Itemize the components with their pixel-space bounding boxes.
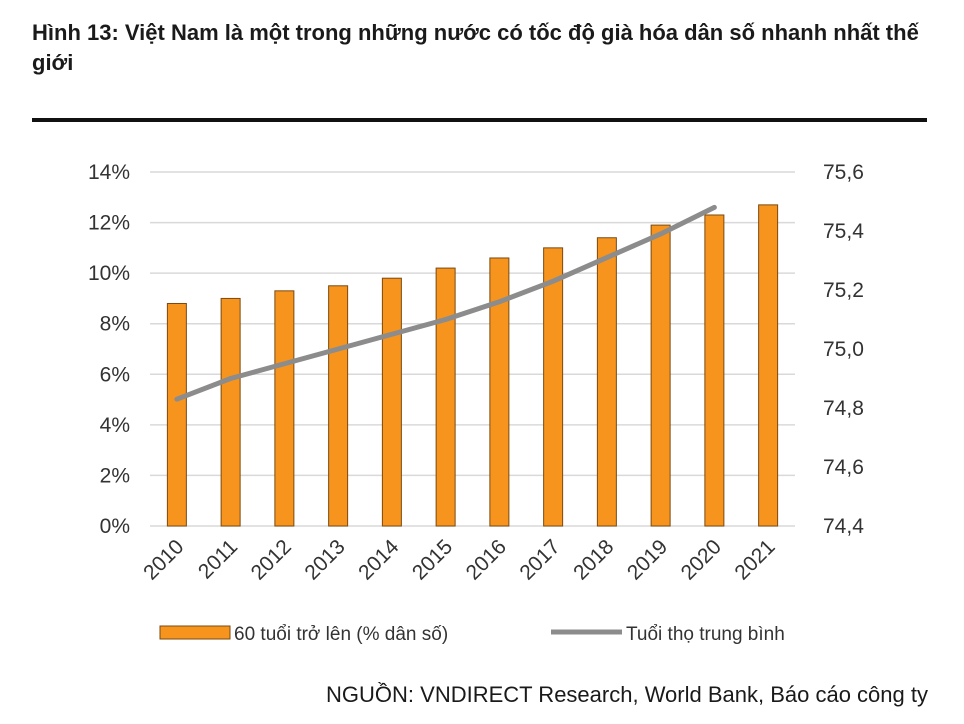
x-tick-label: 2014 — [354, 535, 404, 585]
y-right-tick-label: 75,2 — [823, 279, 864, 302]
legend-bar-label: 60 tuổi trở lên (% dân số) — [234, 624, 448, 645]
y-left-tick-label: 4% — [100, 414, 130, 437]
y-left-tick-label: 6% — [100, 363, 130, 386]
x-tick-label: 2015 — [408, 535, 457, 584]
y-right-tick-label: 74,6 — [823, 456, 864, 479]
x-tick-label: 2021 — [730, 535, 779, 584]
x-tick-label: 2020 — [677, 535, 726, 584]
bar — [381, 277, 402, 527]
y-right-tick-label: 74,4 — [823, 515, 864, 538]
y-right-tick-label: 75,0 — [823, 338, 864, 361]
bar — [543, 247, 564, 527]
x-tick-label: 2019 — [623, 535, 672, 584]
y-right-tick-label: 74,8 — [823, 397, 864, 420]
x-tick-label: 2013 — [300, 535, 349, 584]
x-tick-label: 2016 — [462, 535, 511, 584]
y-left-tick-label: 0% — [100, 515, 130, 538]
bar — [274, 290, 295, 527]
bar — [596, 237, 617, 527]
y-right-tick-label: 75,6 — [823, 161, 864, 184]
y-left-tick-label: 14% — [88, 161, 130, 184]
chart-title: Hình 13: Việt Nam là một trong những nướ… — [32, 20, 919, 75]
title-divider — [32, 118, 927, 122]
legend-line-label: Tuổi thọ trung bình — [626, 624, 785, 645]
x-tick-label: 2012 — [247, 535, 296, 584]
bar — [489, 257, 510, 527]
y-left-tick-label: 2% — [100, 464, 130, 487]
y-right-tick-label: 75,4 — [823, 220, 864, 243]
legend-bar-swatch — [159, 625, 231, 640]
bar — [166, 302, 187, 527]
bar — [758, 204, 779, 527]
x-tick-label: 2010 — [139, 535, 188, 584]
y-left-tick-label: 12% — [88, 212, 130, 235]
bar — [650, 224, 671, 527]
bar — [328, 285, 349, 527]
x-tick-label: 2018 — [569, 535, 618, 584]
y-left-tick-label: 8% — [100, 313, 130, 336]
x-tick-label: 2011 — [194, 535, 242, 583]
bar — [220, 297, 241, 527]
x-tick-label: 2017 — [515, 535, 564, 584]
y-left-tick-label: 10% — [88, 262, 130, 285]
bar — [435, 267, 456, 527]
source-note: NGUỒN: VNDIRECT Research, World Bank, Bá… — [326, 682, 928, 707]
bar — [704, 214, 725, 527]
